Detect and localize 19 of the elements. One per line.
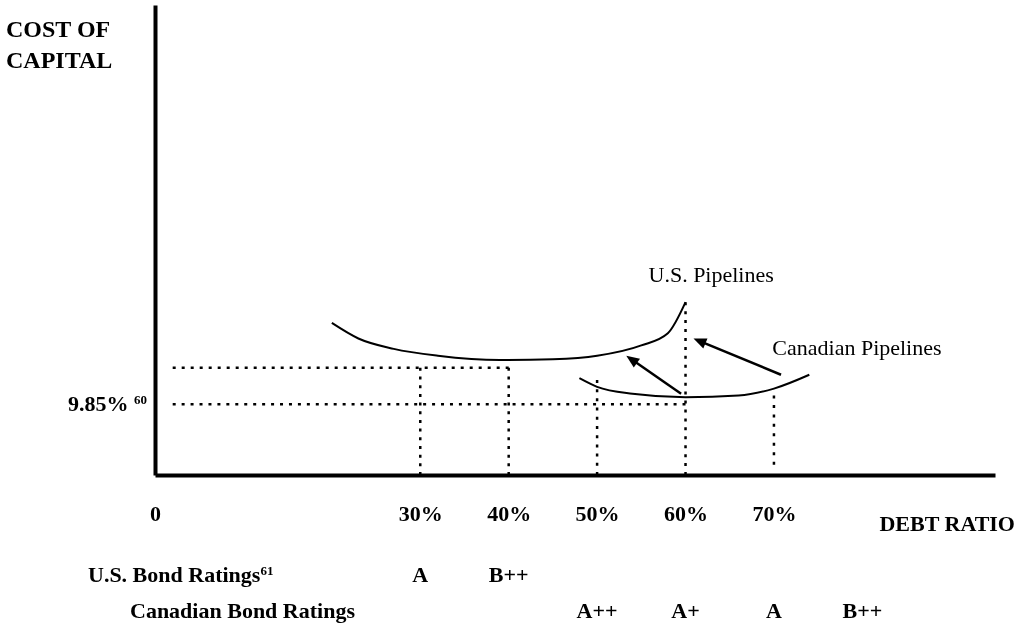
x-axis-title: DEBT RATIO [879, 511, 1015, 536]
text: COST OF CAPITAL [6, 16, 113, 73]
text: B++ [488, 562, 529, 587]
x-tick-label: 50% [575, 500, 620, 526]
legend-label: Canadian Pipelines [772, 334, 942, 360]
text: B++ [842, 598, 883, 623]
text: U.S. Bond Ratings$^{61}$ [88, 562, 274, 587]
x-tick-label: 40% [487, 500, 532, 526]
text: 9.85% $^{60}$ [68, 391, 147, 416]
x-tick-label: 70% [752, 500, 797, 526]
x-tick-label: 30% [398, 500, 443, 526]
text: A+ [671, 598, 700, 623]
text: A++ [576, 598, 618, 623]
series-label: U.S. Pipelines [648, 262, 774, 288]
x-tick-label: 60% [664, 500, 709, 526]
text: A [766, 598, 782, 623]
x-tick-label: 0 [150, 500, 161, 526]
text: Canadian Bond Ratings [130, 598, 356, 623]
text: A [412, 562, 429, 587]
